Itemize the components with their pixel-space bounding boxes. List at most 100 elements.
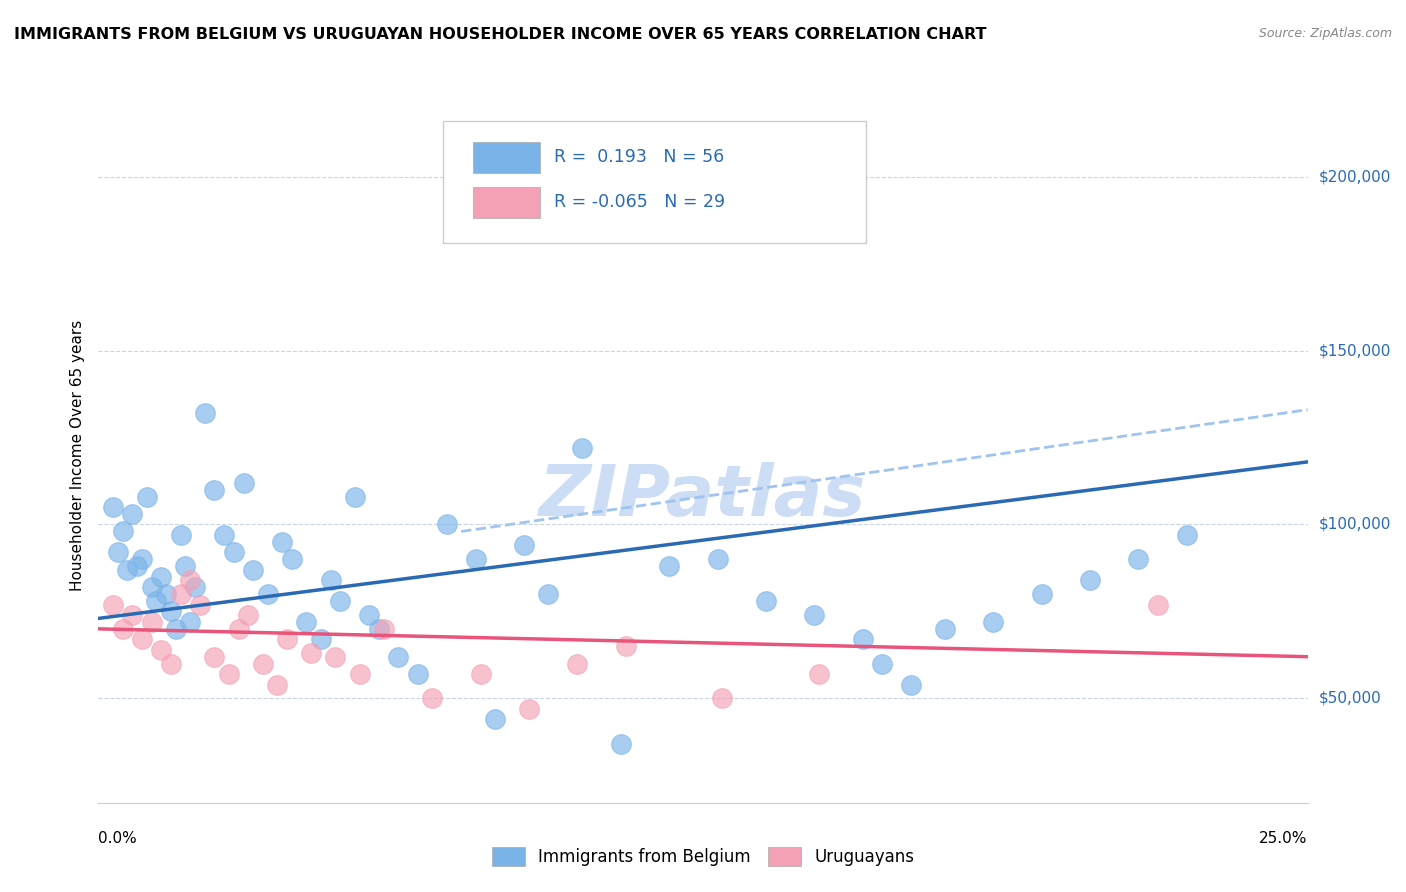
Point: [387, 649, 409, 664]
Point: [420, 691, 443, 706]
Point: [107, 545, 129, 559]
Point: [325, 649, 347, 664]
Point: [238, 607, 260, 622]
Point: [900, 677, 922, 691]
Point: [160, 605, 183, 619]
FancyBboxPatch shape: [474, 142, 540, 173]
Point: [188, 598, 211, 612]
Point: [537, 587, 560, 601]
Point: [295, 615, 318, 629]
Point: [121, 607, 143, 622]
Text: $200,000: $200,000: [1319, 169, 1391, 184]
Text: $150,000: $150,000: [1319, 343, 1391, 358]
Point: [755, 594, 778, 608]
Point: [610, 737, 633, 751]
Point: [567, 657, 589, 671]
Text: IMMIGRANTS FROM BELGIUM VS URUGUAYAN HOUSEHOLDER INCOME OVER 65 YEARS CORRELATIO: IMMIGRANTS FROM BELGIUM VS URUGUAYAN HOU…: [14, 27, 987, 42]
Point: [470, 667, 492, 681]
Text: 25.0%: 25.0%: [1260, 830, 1308, 846]
Point: [1031, 587, 1053, 601]
Point: [212, 528, 235, 542]
Point: [484, 712, 506, 726]
Point: [141, 580, 163, 594]
Point: [160, 657, 183, 671]
Point: [517, 702, 540, 716]
Point: [204, 649, 226, 664]
Point: [169, 528, 191, 542]
Point: [111, 524, 134, 539]
Point: [343, 490, 366, 504]
Point: [242, 563, 264, 577]
Text: R =  0.193   N = 56: R = 0.193 N = 56: [554, 148, 724, 166]
Point: [117, 563, 139, 577]
Point: [131, 632, 153, 647]
Point: [349, 667, 371, 681]
Point: [276, 632, 298, 647]
Point: [852, 632, 875, 647]
Y-axis label: Householder Income Over 65 years: Householder Income Over 65 years: [70, 319, 86, 591]
Point: [218, 667, 240, 681]
Point: [145, 594, 167, 608]
Point: [981, 615, 1004, 629]
Point: [252, 657, 274, 671]
Point: [1128, 552, 1150, 566]
Point: [464, 552, 486, 566]
Point: [150, 570, 173, 584]
Text: R = -0.065   N = 29: R = -0.065 N = 29: [554, 194, 725, 211]
Point: [319, 573, 342, 587]
Text: Source: ZipAtlas.com: Source: ZipAtlas.com: [1258, 27, 1392, 40]
Point: [121, 507, 143, 521]
Point: [309, 632, 332, 647]
Legend: Immigrants from Belgium, Uruguayans: Immigrants from Belgium, Uruguayans: [484, 838, 922, 874]
Text: $100,000: $100,000: [1319, 517, 1391, 532]
Point: [808, 667, 831, 681]
Text: 0.0%: 0.0%: [98, 830, 138, 846]
Point: [228, 622, 250, 636]
Point: [1146, 598, 1168, 612]
FancyBboxPatch shape: [443, 121, 866, 243]
Point: [174, 559, 197, 574]
Point: [513, 538, 536, 552]
Point: [934, 622, 956, 636]
Point: [135, 490, 157, 504]
Point: [373, 622, 395, 636]
Point: [436, 517, 458, 532]
Point: [204, 483, 226, 497]
Point: [711, 691, 734, 706]
Point: [184, 580, 207, 594]
Point: [155, 587, 177, 601]
Point: [169, 587, 191, 601]
Point: [1175, 528, 1198, 542]
Point: [368, 622, 391, 636]
Point: [266, 677, 288, 691]
Point: [1078, 573, 1101, 587]
Point: [141, 615, 163, 629]
Point: [571, 441, 593, 455]
FancyBboxPatch shape: [474, 187, 540, 219]
Point: [359, 607, 381, 622]
Point: [179, 573, 201, 587]
Point: [150, 642, 173, 657]
Point: [101, 598, 124, 612]
Point: [165, 622, 187, 636]
Point: [406, 667, 429, 681]
Point: [329, 594, 352, 608]
Point: [131, 552, 153, 566]
Point: [706, 552, 728, 566]
Point: [127, 559, 149, 574]
Point: [194, 406, 217, 420]
Point: [614, 639, 637, 653]
Text: ZIPatlas: ZIPatlas: [540, 462, 866, 531]
Point: [870, 657, 893, 671]
Point: [271, 534, 294, 549]
Point: [222, 545, 245, 559]
Point: [803, 607, 825, 622]
Point: [111, 622, 134, 636]
Point: [179, 615, 201, 629]
Point: [281, 552, 304, 566]
Point: [256, 587, 278, 601]
Point: [658, 559, 681, 574]
Point: [101, 500, 124, 514]
Text: $50,000: $50,000: [1319, 691, 1382, 706]
Point: [299, 646, 322, 660]
